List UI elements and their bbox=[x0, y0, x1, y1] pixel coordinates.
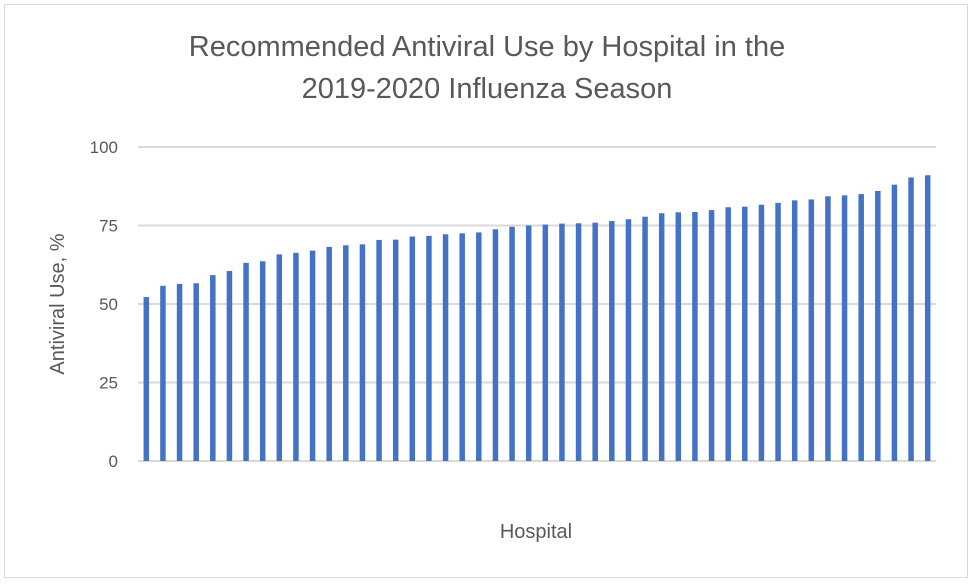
y-axis-ticks: 0 25 50 75 100 bbox=[90, 138, 118, 471]
bar bbox=[858, 194, 864, 461]
bar bbox=[160, 285, 166, 461]
bar bbox=[725, 207, 731, 461]
bar bbox=[875, 190, 881, 461]
bar bbox=[442, 234, 449, 461]
bar bbox=[276, 254, 283, 461]
bar bbox=[658, 213, 665, 461]
bar bbox=[259, 261, 266, 461]
bar bbox=[908, 177, 914, 461]
bar bbox=[808, 199, 815, 461]
bar bbox=[924, 175, 931, 461]
bar bbox=[210, 275, 216, 461]
bar bbox=[293, 252, 299, 461]
bar bbox=[609, 221, 615, 461]
bar bbox=[675, 212, 682, 461]
y-tick-label: 25 bbox=[99, 374, 118, 393]
bar bbox=[376, 239, 382, 461]
bar bbox=[825, 196, 831, 462]
bar bbox=[359, 244, 366, 461]
bar bbox=[891, 184, 898, 461]
gridlines bbox=[138, 146, 936, 462]
bar bbox=[542, 224, 549, 461]
y-tick-label: 100 bbox=[90, 138, 118, 157]
chart-title: Recommended Antiviral Use by Hospital in… bbox=[0, 26, 974, 110]
bar bbox=[409, 236, 416, 461]
y-axis-title: Antiviral Use, % bbox=[47, 233, 69, 374]
chart-title-line-1: Recommended Antiviral Use by Hospital in… bbox=[188, 31, 786, 63]
y-tick-label: 75 bbox=[99, 217, 118, 236]
bar bbox=[243, 262, 249, 461]
bar bbox=[758, 204, 765, 461]
bar bbox=[309, 250, 316, 461]
bar bbox=[326, 246, 332, 461]
bar bbox=[426, 235, 432, 461]
chart-title-line-2: 2019-2020 Influenza Season bbox=[301, 73, 673, 105]
bar bbox=[143, 297, 150, 461]
x-axis-title: Hospital bbox=[500, 521, 572, 543]
bar bbox=[193, 283, 199, 461]
bar bbox=[559, 223, 565, 461]
y-tick-label: 50 bbox=[99, 295, 118, 314]
bar bbox=[625, 219, 632, 461]
bar bbox=[176, 283, 183, 461]
bar bbox=[459, 233, 465, 461]
bar bbox=[392, 239, 399, 461]
bar bbox=[343, 245, 349, 461]
bar bbox=[592, 222, 598, 461]
bar bbox=[492, 229, 499, 461]
y-tick-label: 0 bbox=[109, 452, 118, 471]
bar bbox=[525, 225, 532, 461]
bar bbox=[692, 212, 698, 461]
bars bbox=[143, 175, 931, 462]
bar bbox=[509, 226, 515, 461]
bar bbox=[775, 202, 781, 461]
bar bbox=[841, 195, 848, 462]
bar bbox=[708, 210, 715, 461]
bar bbox=[575, 223, 582, 461]
bar bbox=[226, 271, 233, 461]
bar bbox=[476, 232, 482, 461]
bar bbox=[791, 200, 798, 461]
bar bbox=[642, 216, 648, 461]
bar bbox=[742, 206, 748, 461]
